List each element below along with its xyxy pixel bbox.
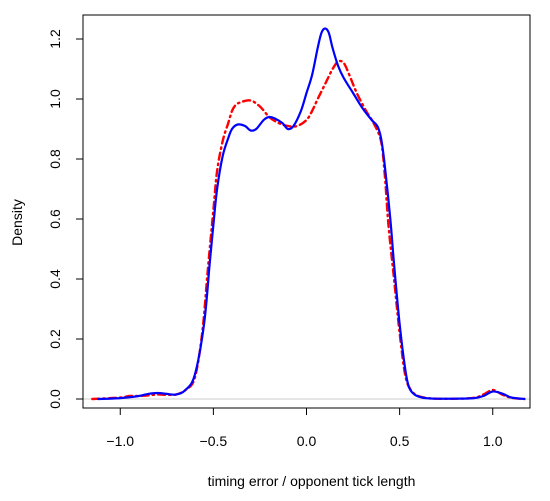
y-tick-label: 0.4 <box>47 269 63 289</box>
x-tick-label: 0.0 <box>297 433 317 449</box>
x-tick-label: 1.0 <box>483 433 503 449</box>
y-tick-label: 0.2 <box>47 329 63 349</box>
y-tick-label: 0.8 <box>47 149 63 169</box>
x-tick-label: 0.5 <box>390 433 410 449</box>
y-tick-label: 1.2 <box>47 29 63 49</box>
y-axis-label: Density <box>9 199 25 246</box>
x-tick-label: −0.5 <box>200 433 228 449</box>
plot-frame <box>82 14 531 409</box>
y-tick-label: 0.6 <box>47 209 63 229</box>
density-line-red <box>91 59 526 401</box>
density-line-blue <box>96 27 526 401</box>
y-tick-label: 1.0 <box>47 89 63 109</box>
y-tick-label: 0.0 <box>47 389 63 409</box>
axes-layer: −1.0 −0.5 0.0 0.5 1.0 0.0 0.2 0.4 0.6 0.8 1.0 1.2 <box>47 14 531 449</box>
x-axis-label: timing error / opponent tick length <box>208 473 416 489</box>
x-tick-label: −1.0 <box>106 433 134 449</box>
plot-area <box>83 27 530 401</box>
